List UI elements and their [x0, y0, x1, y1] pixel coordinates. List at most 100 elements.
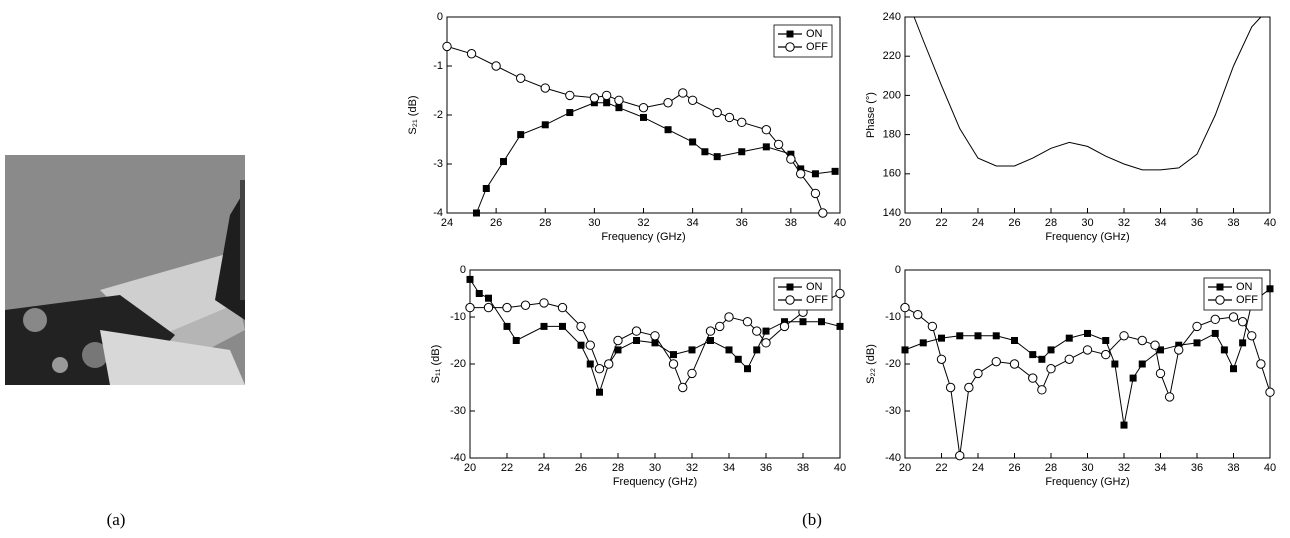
marker — [651, 339, 659, 347]
x-tick-label: 40 — [1264, 217, 1276, 229]
y-tick-label: -10 — [885, 311, 901, 323]
marker — [517, 131, 525, 139]
marker — [515, 73, 526, 83]
x-tick-label: 26 — [575, 462, 587, 474]
y-tick-label: 180 — [883, 129, 901, 141]
y-tick-label: -1 — [433, 60, 443, 72]
marker — [633, 337, 640, 344]
photo — [5, 155, 245, 385]
x-tick-label: 20 — [899, 462, 911, 474]
marker — [604, 359, 614, 369]
marker — [482, 185, 490, 192]
y-axis-label: S₁₁ (dB) — [430, 345, 442, 384]
y-axis-label: S₂₂ (dB) — [865, 344, 877, 384]
marker — [799, 318, 807, 326]
marker — [638, 102, 649, 113]
marker — [503, 322, 511, 330]
marker — [956, 332, 964, 340]
x-axis-label: Frequency (GHz) — [613, 476, 697, 488]
x-tick-label: 28 — [539, 217, 551, 229]
marker — [901, 346, 909, 354]
marker — [603, 99, 611, 107]
marker — [1164, 392, 1175, 402]
x-tick-label: 26 — [490, 217, 502, 229]
marker — [779, 321, 790, 332]
marker — [724, 312, 734, 322]
marker — [670, 351, 677, 359]
x-tick-label: 36 — [1191, 217, 1203, 229]
y-tick-label: -30 — [450, 405, 466, 417]
legend-label: OFF — [806, 294, 828, 306]
legend-label: OFF — [1236, 294, 1258, 306]
y-tick-label: -30 — [885, 405, 901, 417]
marker — [1247, 331, 1257, 341]
y-tick-label: 0 — [460, 264, 466, 276]
marker — [715, 321, 725, 332]
y-tick-label: 0 — [895, 264, 901, 276]
x-tick-label: 28 — [1045, 217, 1057, 229]
marker — [1111, 360, 1119, 368]
y-tick-label: -20 — [450, 358, 466, 370]
marker — [1266, 285, 1274, 293]
marker — [585, 340, 595, 350]
marker — [796, 169, 806, 179]
marker — [472, 209, 480, 217]
marker — [614, 346, 622, 354]
x-tick-label: 24 — [538, 462, 550, 474]
legend-marker — [785, 295, 795, 305]
marker — [1157, 346, 1164, 354]
marker — [713, 153, 721, 161]
marker — [502, 302, 512, 313]
marker — [964, 382, 974, 393]
y-tick-label: -20 — [885, 358, 901, 370]
x-tick-label: 36 — [760, 462, 772, 474]
x-tick-label: 34 — [1154, 217, 1166, 229]
legend-label: ON — [1236, 281, 1253, 293]
x-tick-label: 34 — [723, 462, 735, 474]
marker — [752, 326, 762, 336]
marker — [678, 88, 688, 98]
marker — [1193, 339, 1201, 347]
legend-marker — [785, 42, 795, 52]
series-line — [913, 16, 1262, 171]
marker — [1028, 373, 1038, 383]
marker — [753, 346, 761, 354]
marker — [596, 388, 603, 396]
legend-marker — [786, 30, 794, 38]
marker — [512, 337, 520, 344]
marker — [742, 317, 753, 327]
marker — [744, 365, 751, 373]
marker — [786, 154, 796, 164]
marker — [557, 302, 568, 313]
x-tick-label: 30 — [588, 217, 600, 229]
marker — [787, 150, 795, 158]
marker — [1230, 365, 1237, 373]
marker — [485, 294, 492, 302]
x-tick-label: 32 — [686, 462, 698, 474]
marker — [1065, 334, 1073, 342]
legend-marker — [786, 283, 794, 291]
marker — [1150, 340, 1160, 350]
marker — [738, 148, 746, 156]
marker — [540, 83, 550, 93]
marker — [836, 322, 844, 330]
marker — [1101, 349, 1111, 360]
marker — [687, 368, 697, 379]
legend-label: ON — [806, 28, 823, 40]
marker — [640, 113, 647, 121]
x-tick-label: 36 — [736, 217, 748, 229]
marker — [689, 138, 697, 146]
x-tick-label: 24 — [441, 217, 453, 229]
marker — [1047, 346, 1055, 354]
marker — [491, 61, 501, 71]
marker — [737, 117, 747, 128]
marker — [663, 98, 673, 108]
marker — [811, 170, 819, 178]
marker — [520, 300, 531, 310]
marker — [678, 382, 688, 393]
marker — [1220, 346, 1228, 354]
marker — [1155, 368, 1166, 379]
marker — [831, 167, 839, 175]
y-tick-label: -2 — [433, 109, 443, 121]
marker — [613, 335, 623, 346]
